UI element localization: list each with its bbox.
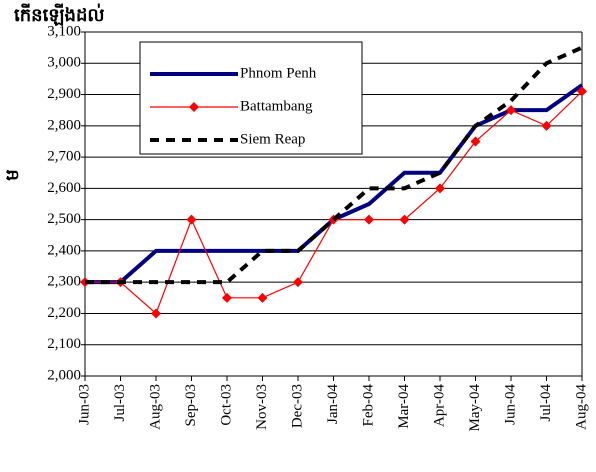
marker xyxy=(293,277,303,288)
x-tick-label: Apr-04 xyxy=(431,384,447,428)
y-axis-label: ម xyxy=(2,169,22,180)
x-tick-label: Sep-03 xyxy=(183,384,199,427)
y-tick-label: 2,500 xyxy=(47,211,81,227)
marker xyxy=(577,86,587,97)
marker xyxy=(222,292,232,303)
y-tick-label: 3,100 xyxy=(47,23,81,39)
chart-title: កើនឡើងដល់ xyxy=(14,3,105,26)
y-tick-label: 3,000 xyxy=(47,55,81,71)
legend-label: Battambang xyxy=(240,98,313,114)
x-tick-label: Jun-04 xyxy=(502,384,518,425)
series-line xyxy=(85,45,583,285)
x-tick-label: Jun-03 xyxy=(76,384,92,425)
y-tick-label: 2,900 xyxy=(47,86,81,102)
x-tick-label: Dec-03 xyxy=(289,384,305,428)
x-tick-label: Nov-03 xyxy=(254,384,270,430)
y-tick-label: 2,400 xyxy=(47,242,81,258)
marker xyxy=(399,214,410,225)
y-tick-label: 2,000 xyxy=(47,367,81,383)
marker xyxy=(186,214,197,225)
y-tick-label: 2,300 xyxy=(47,274,81,290)
y-tick-label: 2,600 xyxy=(47,180,81,196)
legend xyxy=(139,41,363,155)
marker xyxy=(435,183,445,194)
marker xyxy=(151,308,161,319)
x-tick-label: Jul-04 xyxy=(538,384,554,422)
marker xyxy=(257,292,268,303)
x-tick-label: May-04 xyxy=(467,384,483,432)
x-tick-label: Mar-04 xyxy=(396,384,412,429)
x-tick-label: Oct-03 xyxy=(218,384,234,426)
y-tick-label: 2,800 xyxy=(47,117,81,133)
y-tick-label: 2,200 xyxy=(47,305,81,321)
marker xyxy=(541,120,552,131)
x-tick-label: Aug-04 xyxy=(573,384,589,430)
y-tick-label: 2,100 xyxy=(47,336,81,352)
legend-label: Phnom Penh xyxy=(240,65,317,81)
marker xyxy=(364,214,374,225)
x-tick-label: Jul-03 xyxy=(112,384,128,422)
legend-label: Siem Reap xyxy=(240,131,305,147)
x-tick-label: Aug-03 xyxy=(147,384,163,430)
y-tick-label: 2,700 xyxy=(47,149,81,165)
legend-marker xyxy=(189,102,199,112)
x-tick-label: Jan-04 xyxy=(325,384,341,424)
marker xyxy=(506,105,516,116)
x-tick-label: Feb-04 xyxy=(360,384,376,427)
marker xyxy=(470,136,481,147)
